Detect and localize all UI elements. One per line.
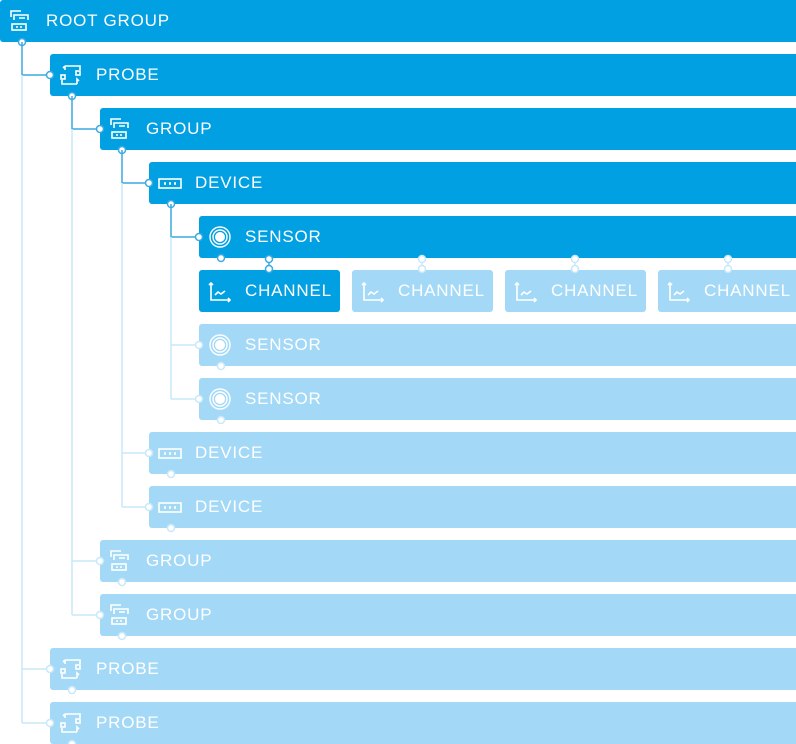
node-label: ROOT GROUP [46, 11, 170, 30]
probe-icon [58, 711, 84, 735]
device-icon [157, 495, 183, 519]
device-icon [157, 171, 183, 195]
sensor-icon [207, 333, 233, 357]
node-label: DEVICE [195, 497, 264, 516]
channel-node[interactable]: CHANNEL [505, 270, 646, 312]
tree-node-device[interactable]: DEVICE [149, 162, 796, 204]
group-icon [108, 117, 134, 141]
tree-node-group[interactable]: GROUP [100, 108, 796, 150]
node-label: CHANNEL [398, 281, 485, 300]
tree-node-sensor[interactable]: SENSOR [199, 324, 796, 366]
node-label: GROUP [146, 605, 213, 624]
tree-node-probe[interactable]: PROBE [50, 54, 796, 96]
group-icon [8, 9, 34, 33]
tree-node-sensor[interactable]: SENSOR [199, 378, 796, 420]
node-label: PROBE [96, 659, 160, 678]
node-label: PROBE [96, 65, 160, 84]
sensor-icon [207, 387, 233, 411]
node-label: SENSOR [245, 389, 322, 408]
node-label: PROBE [96, 713, 160, 732]
device-icon [157, 441, 183, 465]
channel-node[interactable]: CHANNEL [352, 270, 493, 312]
channel-icon [513, 279, 539, 303]
tree-node-group[interactable]: GROUP [100, 594, 796, 636]
tree-node-probe[interactable]: PROBE [50, 702, 796, 744]
node-label: SENSOR [245, 335, 322, 354]
channel-icon [666, 279, 692, 303]
channel-icon [360, 279, 386, 303]
tree-node-device[interactable]: DEVICE [149, 432, 796, 474]
node-label: GROUP [146, 551, 213, 570]
node-label: DEVICE [195, 443, 264, 462]
node-label: GROUP [146, 119, 213, 138]
sensor-icon [207, 225, 233, 249]
tree-node-probe[interactable]: PROBE [50, 648, 796, 690]
channel-icon [207, 279, 233, 303]
node-label: CHANNEL [551, 281, 638, 300]
channel-node[interactable]: CHANNEL [199, 270, 340, 312]
node-label: SENSOR [245, 227, 322, 246]
tree-node-group[interactable]: GROUP [100, 540, 796, 582]
tree-node-device[interactable]: DEVICE [149, 486, 796, 528]
channel-node[interactable]: CHANNEL [658, 270, 796, 312]
tree-node-group[interactable]: ROOT GROUP [0, 0, 796, 42]
node-label: CHANNEL [704, 281, 791, 300]
probe-icon [58, 63, 84, 87]
probe-icon [58, 657, 84, 681]
group-icon [108, 549, 134, 573]
tree-node-sensor[interactable]: SENSOR [199, 216, 796, 258]
node-label: CHANNEL [245, 281, 332, 300]
node-label: DEVICE [195, 173, 264, 192]
group-icon [108, 603, 134, 627]
